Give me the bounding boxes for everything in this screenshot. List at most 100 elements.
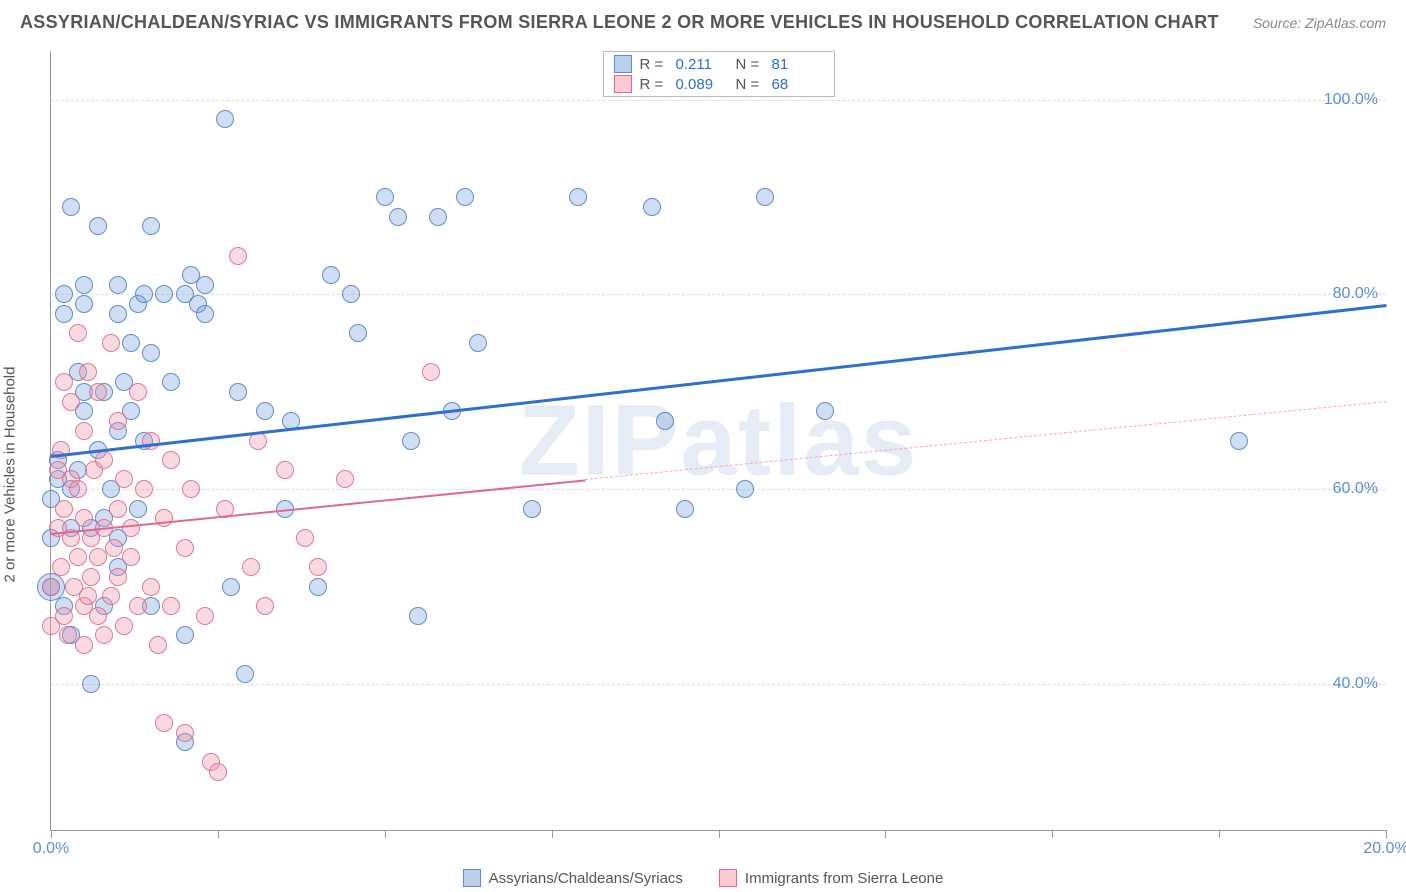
data-point [109, 412, 127, 430]
data-point [89, 383, 107, 401]
data-point [55, 285, 73, 303]
data-point [149, 636, 167, 654]
data-point [55, 305, 73, 323]
data-point [109, 305, 127, 323]
data-point [109, 568, 127, 586]
legend-label-1: Immigrants from Sierra Leone [745, 870, 943, 887]
data-point [296, 529, 314, 547]
data-point [102, 587, 120, 605]
n-label: N = [736, 76, 764, 93]
chart-header: ASSYRIAN/CHALDEAN/SYRIAC VS IMMIGRANTS F… [0, 0, 1406, 41]
plot-area: ZIPatlas R = 0.211 N = 81 R = 0.089 N = … [50, 51, 1386, 831]
data-point [242, 558, 260, 576]
chart-title: ASSYRIAN/CHALDEAN/SYRIAC VS IMMIGRANTS F… [20, 12, 1219, 33]
data-point [135, 480, 153, 498]
xtick [218, 830, 219, 838]
data-point [309, 578, 327, 596]
gridline [51, 294, 1386, 295]
chart-container: 2 or more Vehicles in Household ZIPatlas… [0, 41, 1406, 891]
xtick [51, 830, 52, 838]
data-point [79, 587, 97, 605]
data-point [1230, 432, 1248, 450]
legend-label-0: Assyrians/Chaldeans/Syriacs [489, 870, 683, 887]
data-point [122, 548, 140, 566]
xtick [552, 830, 553, 838]
data-point [52, 558, 70, 576]
data-point [236, 665, 254, 683]
data-point [176, 724, 194, 742]
data-point [736, 480, 754, 498]
data-point [569, 188, 587, 206]
data-point [122, 334, 140, 352]
data-point [122, 519, 140, 537]
xtick [1219, 830, 1220, 838]
xtick-label: 20.0% [1363, 840, 1406, 858]
data-point [256, 597, 274, 615]
data-point [816, 402, 834, 420]
data-point [229, 383, 247, 401]
data-point [55, 607, 73, 625]
data-point [142, 578, 160, 596]
data-point [69, 324, 87, 342]
data-point [142, 344, 160, 362]
data-point [95, 626, 113, 644]
data-point [176, 626, 194, 644]
data-point [176, 539, 194, 557]
y-axis-label: 2 or more Vehicles in Household [2, 367, 19, 583]
data-point [756, 188, 774, 206]
data-point [115, 617, 133, 635]
data-point [182, 480, 200, 498]
data-point [256, 402, 274, 420]
data-point [62, 198, 80, 216]
stats-row-series-0: R = 0.211 N = 81 [610, 54, 828, 74]
data-point [129, 500, 147, 518]
data-point [643, 198, 661, 216]
data-point [196, 305, 214, 323]
data-point [376, 188, 394, 206]
data-point [309, 558, 327, 576]
r-value-1: 0.089 [676, 76, 728, 93]
data-point [155, 714, 173, 732]
r-label: R = [640, 56, 668, 73]
data-point [409, 607, 427, 625]
data-point [429, 208, 447, 226]
data-point [276, 461, 294, 479]
data-point [389, 208, 407, 226]
xtick [719, 830, 720, 838]
gridline [51, 489, 1386, 490]
swatch-pink-icon [614, 75, 632, 93]
swatch-blue-icon [463, 869, 481, 887]
data-point [62, 393, 80, 411]
n-value-1: 68 [772, 76, 824, 93]
ytick-label: 100.0% [1324, 91, 1378, 109]
data-point [456, 188, 474, 206]
data-point [676, 500, 694, 518]
gridline [51, 684, 1386, 685]
gridline [51, 100, 1386, 101]
data-point [229, 247, 247, 265]
data-point [469, 334, 487, 352]
data-point [162, 597, 180, 615]
data-point [82, 675, 100, 693]
xtick [385, 830, 386, 838]
data-point [523, 500, 541, 518]
data-point [129, 597, 147, 615]
data-point [336, 470, 354, 488]
data-point [105, 539, 123, 557]
legend-item-0: Assyrians/Chaldeans/Syriacs [463, 869, 683, 887]
swatch-blue-icon [614, 55, 632, 73]
data-point [656, 412, 674, 430]
data-point [75, 422, 93, 440]
data-point [89, 217, 107, 235]
data-point [55, 373, 73, 391]
data-point [155, 285, 173, 303]
stats-legend-box: R = 0.211 N = 81 R = 0.089 N = 68 [603, 51, 835, 97]
data-point [102, 334, 120, 352]
data-point [216, 110, 234, 128]
data-point [222, 578, 240, 596]
data-point [75, 636, 93, 654]
data-point [42, 578, 60, 596]
data-point [55, 500, 73, 518]
data-point [82, 568, 100, 586]
data-point [209, 763, 227, 781]
